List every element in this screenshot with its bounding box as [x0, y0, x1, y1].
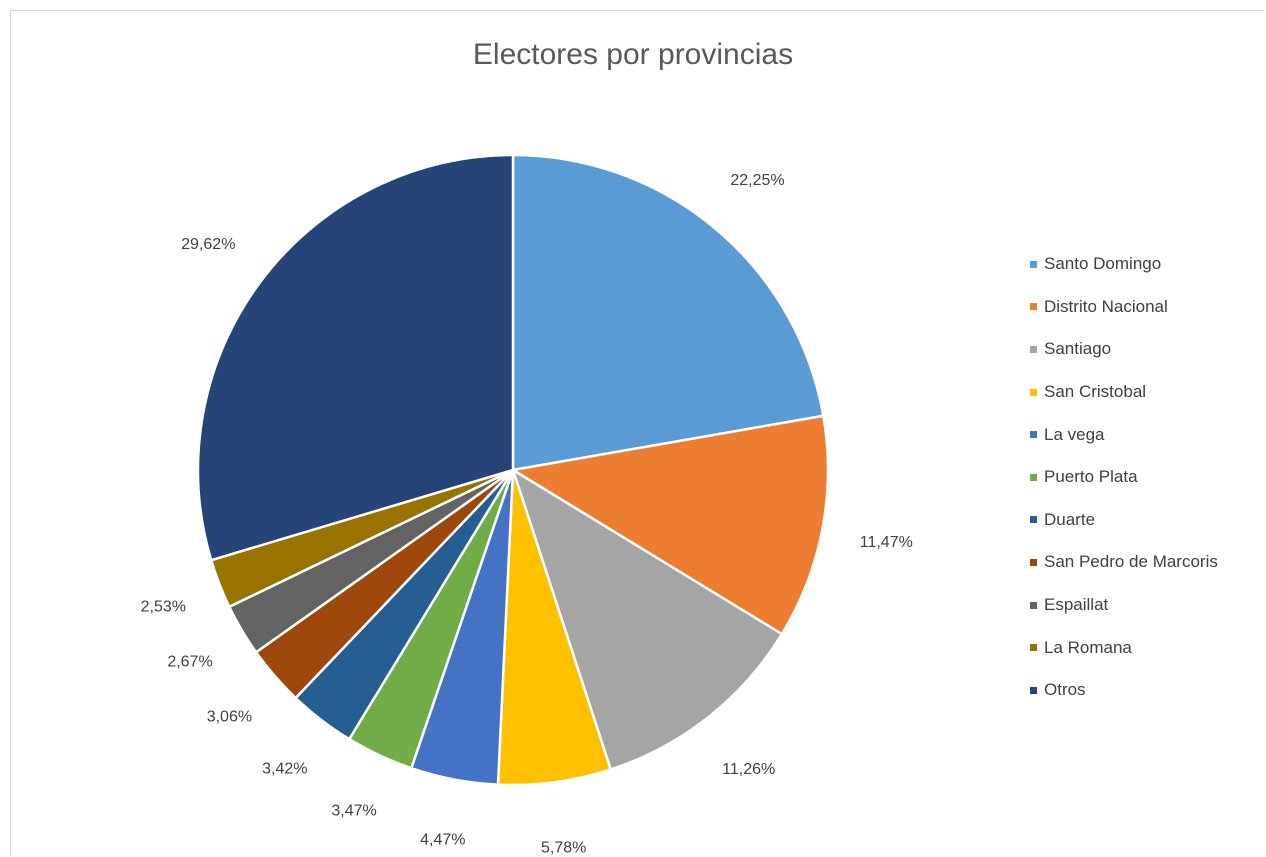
legend-swatch [1030, 260, 1037, 268]
data-label-santo-domingo: 22,25% [730, 172, 784, 189]
data-label-otros: 29,62% [181, 236, 235, 253]
data-label-la-vega: 4,47% [420, 831, 465, 848]
legend-item-puerto-plata: Puerto Plata [1030, 456, 1218, 499]
data-label-distrito-nacional: 11,47% [860, 534, 913, 551]
legend-swatch [1030, 388, 1037, 396]
data-label-duarte: 3,42% [262, 761, 307, 778]
legend-swatch [1030, 431, 1037, 439]
legend-item-santo-domingo: Santo Domingo [1030, 243, 1218, 286]
chart-title: Electores por provincias [472, 38, 794, 71]
legend: Santo Domingo Distrito Nacional Santiago Sa… [1030, 243, 1218, 712]
legend-item-espaillat: Espaillat [1030, 584, 1218, 627]
data-label-espaillat: 2,67% [167, 654, 212, 671]
pie-slices [196, 153, 830, 787]
legend-item-la-vega: La vega [1030, 413, 1218, 456]
data-label-la-romana: 2,53% [141, 599, 186, 616]
legend-label: Santiago [1044, 339, 1112, 359]
pie-data-labels: 22,25% 11,47% 11,26% 5,78% 4,47% 3,47% 3,42% 3,… [141, 172, 913, 857]
legend-swatch [1030, 601, 1037, 609]
legend-label: Santo Domingo [1044, 254, 1162, 274]
legend-label: Distrito Nacional [1044, 296, 1168, 316]
data-label-san-cristobal: 5,78% [541, 840, 586, 857]
legend-item-distrito-nacional: Distrito Nacional [1030, 286, 1218, 329]
legend-item-duarte: Duarte [1030, 499, 1218, 542]
pie-slice-distrito-nacional [509, 414, 830, 636]
legend-label: San Pedro de Marcoris [1044, 552, 1218, 572]
data-label-san-pedro-de-marcoris: 3,06% [207, 708, 252, 725]
legend-swatch [1030, 558, 1037, 566]
legend-swatch [1030, 303, 1037, 311]
legend-swatch [1030, 686, 1037, 694]
legend-swatch [1030, 644, 1037, 652]
data-label-santiago: 11,26% [722, 761, 775, 778]
legend-label: La Romana [1044, 637, 1132, 657]
legend-swatch [1030, 516, 1037, 524]
pie-slice-santiago [510, 467, 784, 772]
legend-label: Otros [1044, 680, 1086, 700]
data-label-puerto-plata: 3,47% [331, 803, 376, 820]
legend-label: Puerto Plata [1044, 467, 1138, 487]
legend-swatch [1030, 345, 1037, 353]
legend-item-otros: Otros [1030, 669, 1218, 712]
legend-item-la-romana: La Romana [1030, 626, 1218, 669]
legend-item-san-cristobal: San Cristobal [1030, 371, 1218, 414]
legend-swatch [1030, 473, 1037, 481]
legend-label: Espaillat [1044, 595, 1109, 615]
legend-label: La vega [1044, 424, 1105, 444]
legend-item-santiago: Santiago [1030, 328, 1218, 371]
pie-slice-otros [196, 153, 515, 562]
legend-label: San Cristobal [1044, 382, 1147, 402]
legend-item-san-pedro-de-marcoris: San Pedro de Marcoris [1030, 541, 1218, 584]
legend-label: Duarte [1044, 509, 1096, 529]
pie-slice-santo-domingo [511, 153, 825, 472]
